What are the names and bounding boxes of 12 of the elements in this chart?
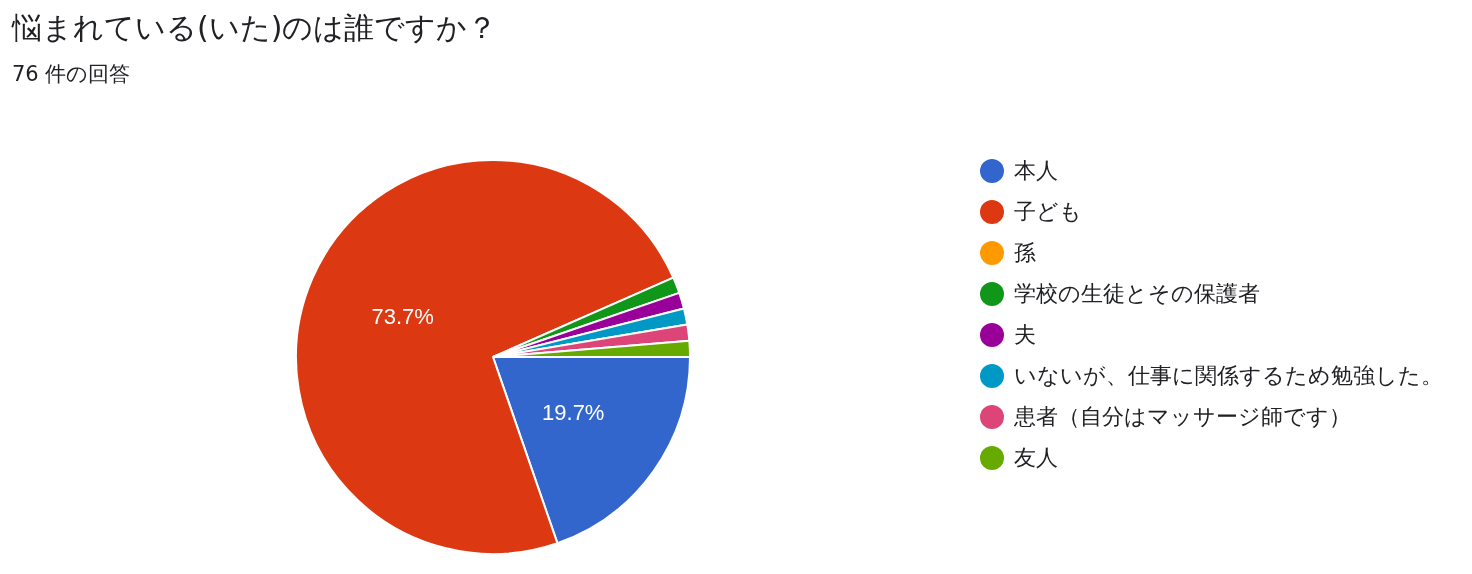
data-label: 19.7% [542,400,605,426]
legend-label: 患者（自分はマッサージ師です） [1014,403,1351,431]
legend-label: 友人 [1014,444,1058,472]
legend-label: 孫 [1014,239,1036,267]
legend-label: 夫 [1014,321,1036,349]
chart-title: 悩まれている(いた)のは誰ですか？ [12,9,498,47]
legend-label: 本人 [1014,157,1058,185]
legend-label: 学校の生徒とその保護者 [1014,280,1260,308]
legend-label: 子ども [1014,198,1082,226]
data-label: 73.7% [371,303,434,329]
text: 76 件の回答 [12,61,131,88]
legend-label: いないが、仕事に関係するため勉強した。 [1014,362,1443,390]
